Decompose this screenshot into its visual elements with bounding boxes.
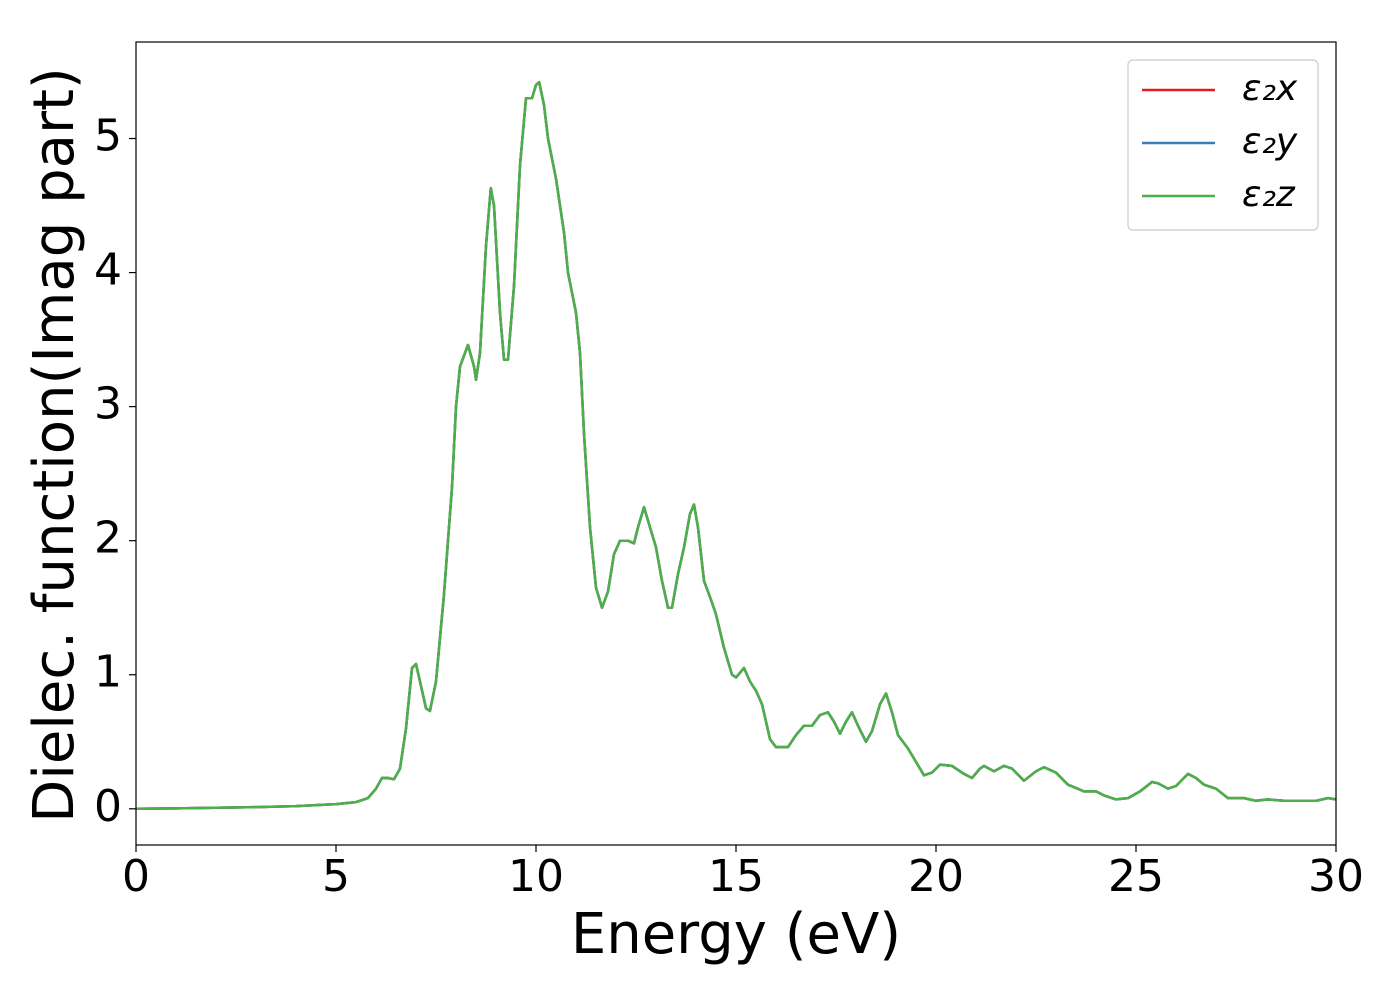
legend-label: ε₂x <box>1242 68 1298 109</box>
x-tick-label: 25 <box>1108 851 1164 902</box>
x-tick-label: 5 <box>322 851 350 902</box>
y-tick-label: 3 <box>94 379 122 430</box>
y-tick-label: 0 <box>94 781 122 832</box>
y-axis-label: Dielec. function(Imag part) <box>22 67 87 823</box>
x-tick-label: 0 <box>122 851 150 902</box>
x-tick-label: 10 <box>508 851 564 902</box>
y-tick-label: 2 <box>94 513 122 564</box>
x-axis-label: Energy (eV) <box>571 902 901 967</box>
x-tick-label: 20 <box>908 851 964 902</box>
plot-frame <box>135 41 1337 846</box>
legend-box <box>1127 59 1319 231</box>
x-tick-label: 15 <box>708 851 764 902</box>
y-tick-label: 1 <box>94 647 122 698</box>
series-line <box>135 80 1337 811</box>
y-tick-label: 4 <box>94 245 122 296</box>
legend-label: ε₂y <box>1242 121 1298 162</box>
x-tick-label: 30 <box>1308 851 1364 902</box>
y-tick-label: 5 <box>94 111 122 162</box>
legend-label: ε₂z <box>1242 174 1296 215</box>
legend: ε₂x ε₂y ε₂z <box>1127 59 1319 231</box>
